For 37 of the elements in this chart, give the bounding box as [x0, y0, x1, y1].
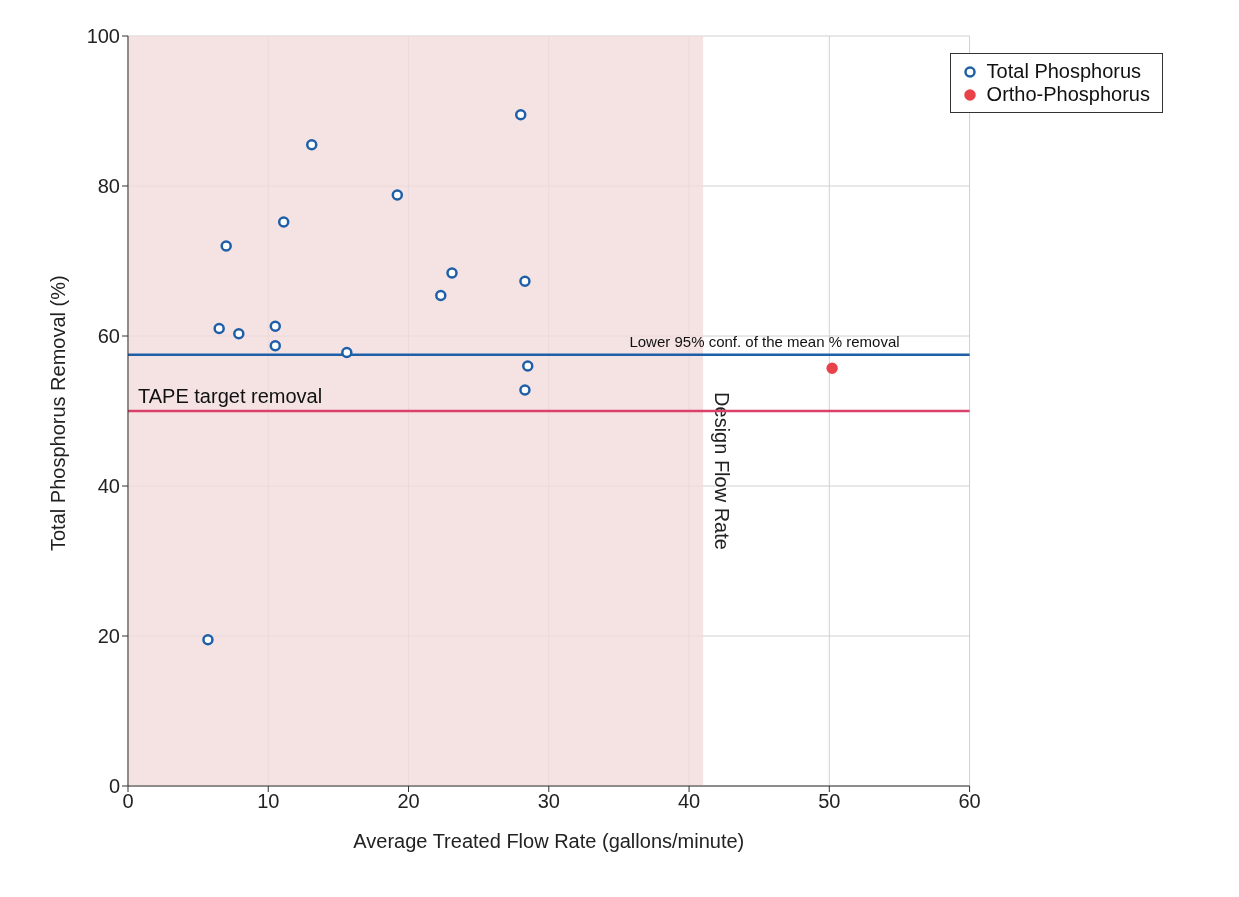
x-tick-label: 20	[397, 790, 420, 813]
x-tick-label: 30	[537, 790, 560, 813]
point	[233, 328, 245, 340]
band-label: Design Flow Rate	[711, 392, 734, 550]
point	[519, 384, 531, 396]
y-tick-label: 80	[97, 175, 120, 198]
ref-line-label: TAPE target removal	[138, 385, 323, 407]
point	[341, 346, 353, 359]
point	[269, 340, 282, 352]
x-tick-label: 0	[122, 790, 134, 813]
point	[202, 634, 214, 646]
point	[826, 362, 838, 374]
x-tick-label: 50	[818, 790, 841, 813]
point	[391, 189, 404, 201]
ref-line-label: Lower 95% conf. of the mean % removal	[629, 332, 900, 350]
point	[213, 322, 225, 335]
point	[514, 109, 527, 121]
x-tick-label: 40	[677, 790, 701, 813]
point	[446, 267, 458, 279]
y-tick-label: 100	[86, 25, 120, 48]
x-tick-label: 10	[257, 790, 280, 813]
y-tick-label: 40	[97, 475, 120, 498]
point	[435, 289, 447, 302]
point	[522, 360, 534, 372]
point	[220, 240, 232, 252]
point	[306, 139, 318, 151]
point	[269, 320, 282, 332]
y-tick-label: 60	[97, 325, 120, 348]
y-tick-label: 0	[108, 775, 120, 798]
point	[277, 216, 290, 228]
point	[519, 275, 531, 287]
x-axis-title: Average Treated Flow Rate (gallons/minute)	[353, 830, 745, 852]
x-tick-label: 60	[958, 790, 981, 813]
legend-label: Ortho-Phosphorus	[986, 83, 1150, 106]
y-axis-title: Total Phosphorus Removal (%)	[47, 275, 70, 551]
legend-label: Total Phosphorus	[986, 60, 1142, 83]
y-tick-label: 20	[97, 625, 120, 648]
